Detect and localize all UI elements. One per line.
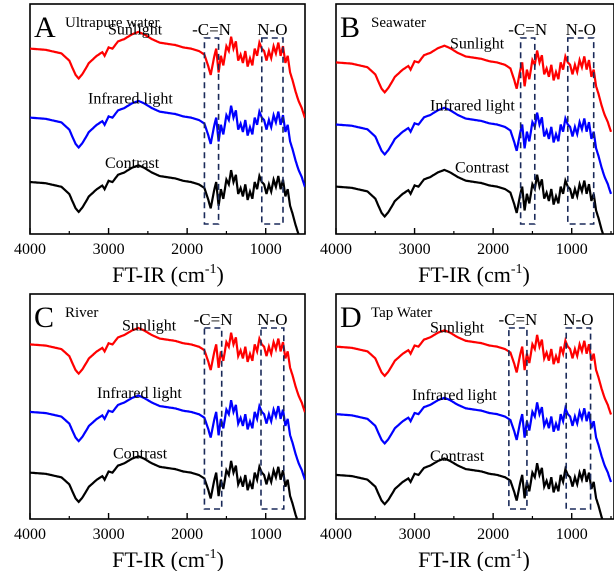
- series-line-sunlight: [30, 30, 305, 119]
- series-label: Sunlight: [122, 317, 177, 334]
- x-axis-label: FT-IR (cm-1): [418, 547, 530, 571]
- series-line-contrast: [336, 457, 604, 519]
- series-line-contrast: [336, 168, 605, 234]
- x-tick-label: 4000: [320, 526, 352, 543]
- panel-a: Sunlight Infrared light Contrast -C=N N-O A Ul…: [14, 3, 306, 287]
- annotation-box: [565, 327, 592, 510]
- x-tick-label: 4000: [14, 241, 46, 258]
- x-tick-label: 2000: [477, 241, 509, 258]
- annotation-label: -C=N: [508, 20, 547, 39]
- panel-letter: C: [34, 301, 54, 334]
- series-label: Sunlight: [108, 22, 163, 39]
- annotation-label: N-O: [566, 20, 596, 39]
- series-line-infrared-light: [336, 106, 613, 195]
- panel-letter: D: [340, 301, 362, 334]
- series-line-infrared-light: [336, 396, 613, 483]
- x-tick-label: 3000: [93, 526, 125, 543]
- series-line-sunlight: [30, 326, 305, 413]
- series-label: Infrared light: [97, 385, 182, 402]
- series-label: Infrared light: [88, 91, 173, 108]
- x-tick-label: 2000: [477, 526, 509, 543]
- annotation-label: -C=N: [192, 20, 231, 39]
- x-tick-label: 1000: [556, 241, 588, 258]
- panel-title: Seawater: [371, 15, 426, 31]
- panel-title: Ultrapure water: [65, 15, 160, 31]
- panel-title: River: [65, 305, 98, 321]
- panel-d: Sunlight Infrared light Contrast -C=N N-O D Ta…: [320, 293, 614, 571]
- series-line-contrast: [30, 455, 299, 519]
- plot-frame: [29, 293, 306, 520]
- series-line-contrast: [30, 164, 300, 234]
- series-label: Sunlight: [430, 320, 485, 337]
- annotation-label: N-O: [257, 20, 287, 39]
- plot-frame: [335, 3, 614, 235]
- series-label: Contrast: [105, 155, 160, 172]
- annotation-box: [260, 327, 285, 510]
- annotation-box: [566, 37, 595, 225]
- panel-c: Sunlight Infrared light Contrast -C=N N-O C Ri…: [14, 293, 306, 571]
- x-tick-label: 3000: [93, 241, 125, 258]
- series-label: Infrared light: [412, 387, 497, 404]
- x-tick-label: 4000: [14, 526, 46, 543]
- x-tick-label: 1000: [556, 526, 588, 543]
- x-axis-label: FT-IR (cm-1): [112, 262, 224, 287]
- series-line-sunlight: [336, 44, 613, 133]
- x-tick-label: 4000: [320, 241, 352, 258]
- x-tick-label: 3000: [399, 526, 431, 543]
- plot-frame: [335, 293, 614, 520]
- series-line-infrared-light: [30, 99, 305, 188]
- series-line-sunlight: [336, 329, 613, 415]
- annotation-label: N-O: [563, 310, 593, 329]
- series-line-infrared-light: [30, 394, 305, 481]
- series-label: Contrast: [455, 160, 510, 177]
- series-label: Contrast: [113, 446, 168, 463]
- annotation-label: -C=N: [498, 310, 537, 329]
- annotation-label: -C=N: [194, 310, 233, 329]
- x-tick-label: 2000: [171, 241, 203, 258]
- panel-title: Tap Water: [371, 305, 432, 321]
- x-axis-label: FT-IR (cm-1): [418, 262, 530, 287]
- x-axis-label: FT-IR (cm-1): [112, 547, 224, 571]
- x-tick-label: 2000: [171, 526, 203, 543]
- series-label: Contrast: [430, 448, 485, 465]
- panel-letter: A: [34, 11, 56, 44]
- x-tick-label: 1000: [250, 241, 282, 258]
- series-label: Infrared light: [430, 98, 515, 115]
- x-tick-label: 1000: [250, 526, 282, 543]
- annotation-label: N-O: [257, 310, 287, 329]
- x-tick-label: 3000: [399, 241, 431, 258]
- panel-letter: B: [340, 11, 360, 44]
- annotation-box: [260, 37, 284, 225]
- series-label: Sunlight: [450, 35, 505, 52]
- plot-frame: [29, 3, 306, 235]
- panel-b: Sunlight Infrared light Contrast -C=N N-O B Se…: [320, 3, 614, 287]
